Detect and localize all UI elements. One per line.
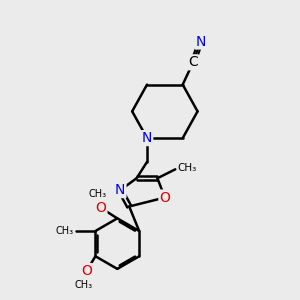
- Text: CH₃: CH₃: [178, 163, 197, 173]
- Text: O: O: [95, 201, 106, 215]
- Text: N: N: [195, 34, 206, 49]
- Text: O: O: [159, 190, 170, 205]
- Text: CH₃: CH₃: [74, 280, 93, 290]
- Text: O: O: [81, 264, 92, 278]
- Text: N: N: [142, 131, 152, 145]
- Text: C: C: [188, 55, 198, 69]
- Text: N: N: [115, 183, 125, 197]
- Text: CH₃: CH₃: [55, 226, 73, 236]
- Text: CH₃: CH₃: [88, 189, 106, 199]
